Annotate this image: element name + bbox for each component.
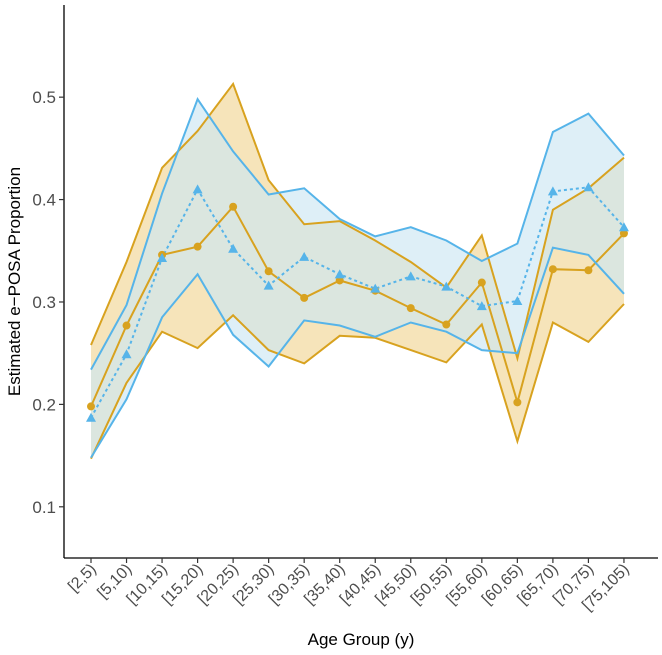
- confidence-bands: [91, 83, 624, 459]
- upper-bound-line-series-2: [90, 97, 625, 371]
- point-series-2-6: [299, 251, 310, 261]
- point-series-2-13: [547, 186, 558, 196]
- point-series-2-5: [263, 280, 274, 290]
- point-series-1-0: [87, 402, 95, 411]
- point-series-1-7: [335, 276, 344, 285]
- point-series-2-7: [334, 269, 345, 279]
- point-series-1-12: [513, 398, 522, 407]
- point-series-2-12: [512, 295, 523, 305]
- point-series-1-3: [193, 242, 202, 251]
- y-tick-label: 0.1: [32, 498, 56, 517]
- point-series-2-0: [86, 412, 96, 422]
- point-series-2-11: [476, 301, 487, 311]
- estimate-line-series-1: [90, 204, 625, 407]
- point-series-2-15: [618, 222, 629, 232]
- upper-bound-line-series-1: [90, 81, 625, 363]
- point-series-1-15: [619, 229, 628, 238]
- lower-bound-line-series-1: [90, 303, 625, 460]
- point-series-1-13: [548, 265, 557, 274]
- point-series-2-4: [228, 243, 239, 253]
- point-series-1-4: [229, 202, 238, 211]
- x-axis-title: Age Group (y): [308, 630, 415, 649]
- y-tick-label: 0.2: [32, 395, 56, 414]
- point-series-2-9: [405, 271, 416, 281]
- y-tick-label: 0.4: [32, 191, 56, 210]
- y-ticks: 0.1 0.2 0.3 0.4 0.5: [32, 88, 64, 517]
- point-series-1-14: [584, 266, 593, 275]
- band-fill-series-2: [91, 99, 624, 458]
- point-series-1-11: [477, 278, 486, 287]
- lower-bound-line-series-2: [90, 246, 625, 459]
- point-series-2-1: [121, 349, 132, 359]
- point-series-1-6: [300, 293, 309, 302]
- point-series-1-9: [406, 304, 415, 313]
- point-series-1-1: [122, 321, 131, 330]
- point-series-2-8: [370, 283, 381, 293]
- point-series-2-2: [157, 252, 168, 262]
- point-series-1-10: [442, 320, 451, 329]
- y-tick-label: 0.3: [32, 293, 56, 312]
- y-tick-label: 0.5: [32, 88, 56, 107]
- point-series-1-5: [264, 267, 273, 276]
- point-series-2-10: [441, 281, 452, 291]
- series-markers: [86, 182, 629, 422]
- point-series-2-3: [192, 184, 203, 194]
- series-lines: [90, 81, 625, 460]
- x-ticks: [2,5)[5,10)[10,15)[15,20)[20,25)[25,30)[…: [65, 558, 633, 614]
- point-series-2-14: [583, 182, 594, 192]
- y-axis-title: Estimated e−POSA Proportion: [5, 167, 24, 396]
